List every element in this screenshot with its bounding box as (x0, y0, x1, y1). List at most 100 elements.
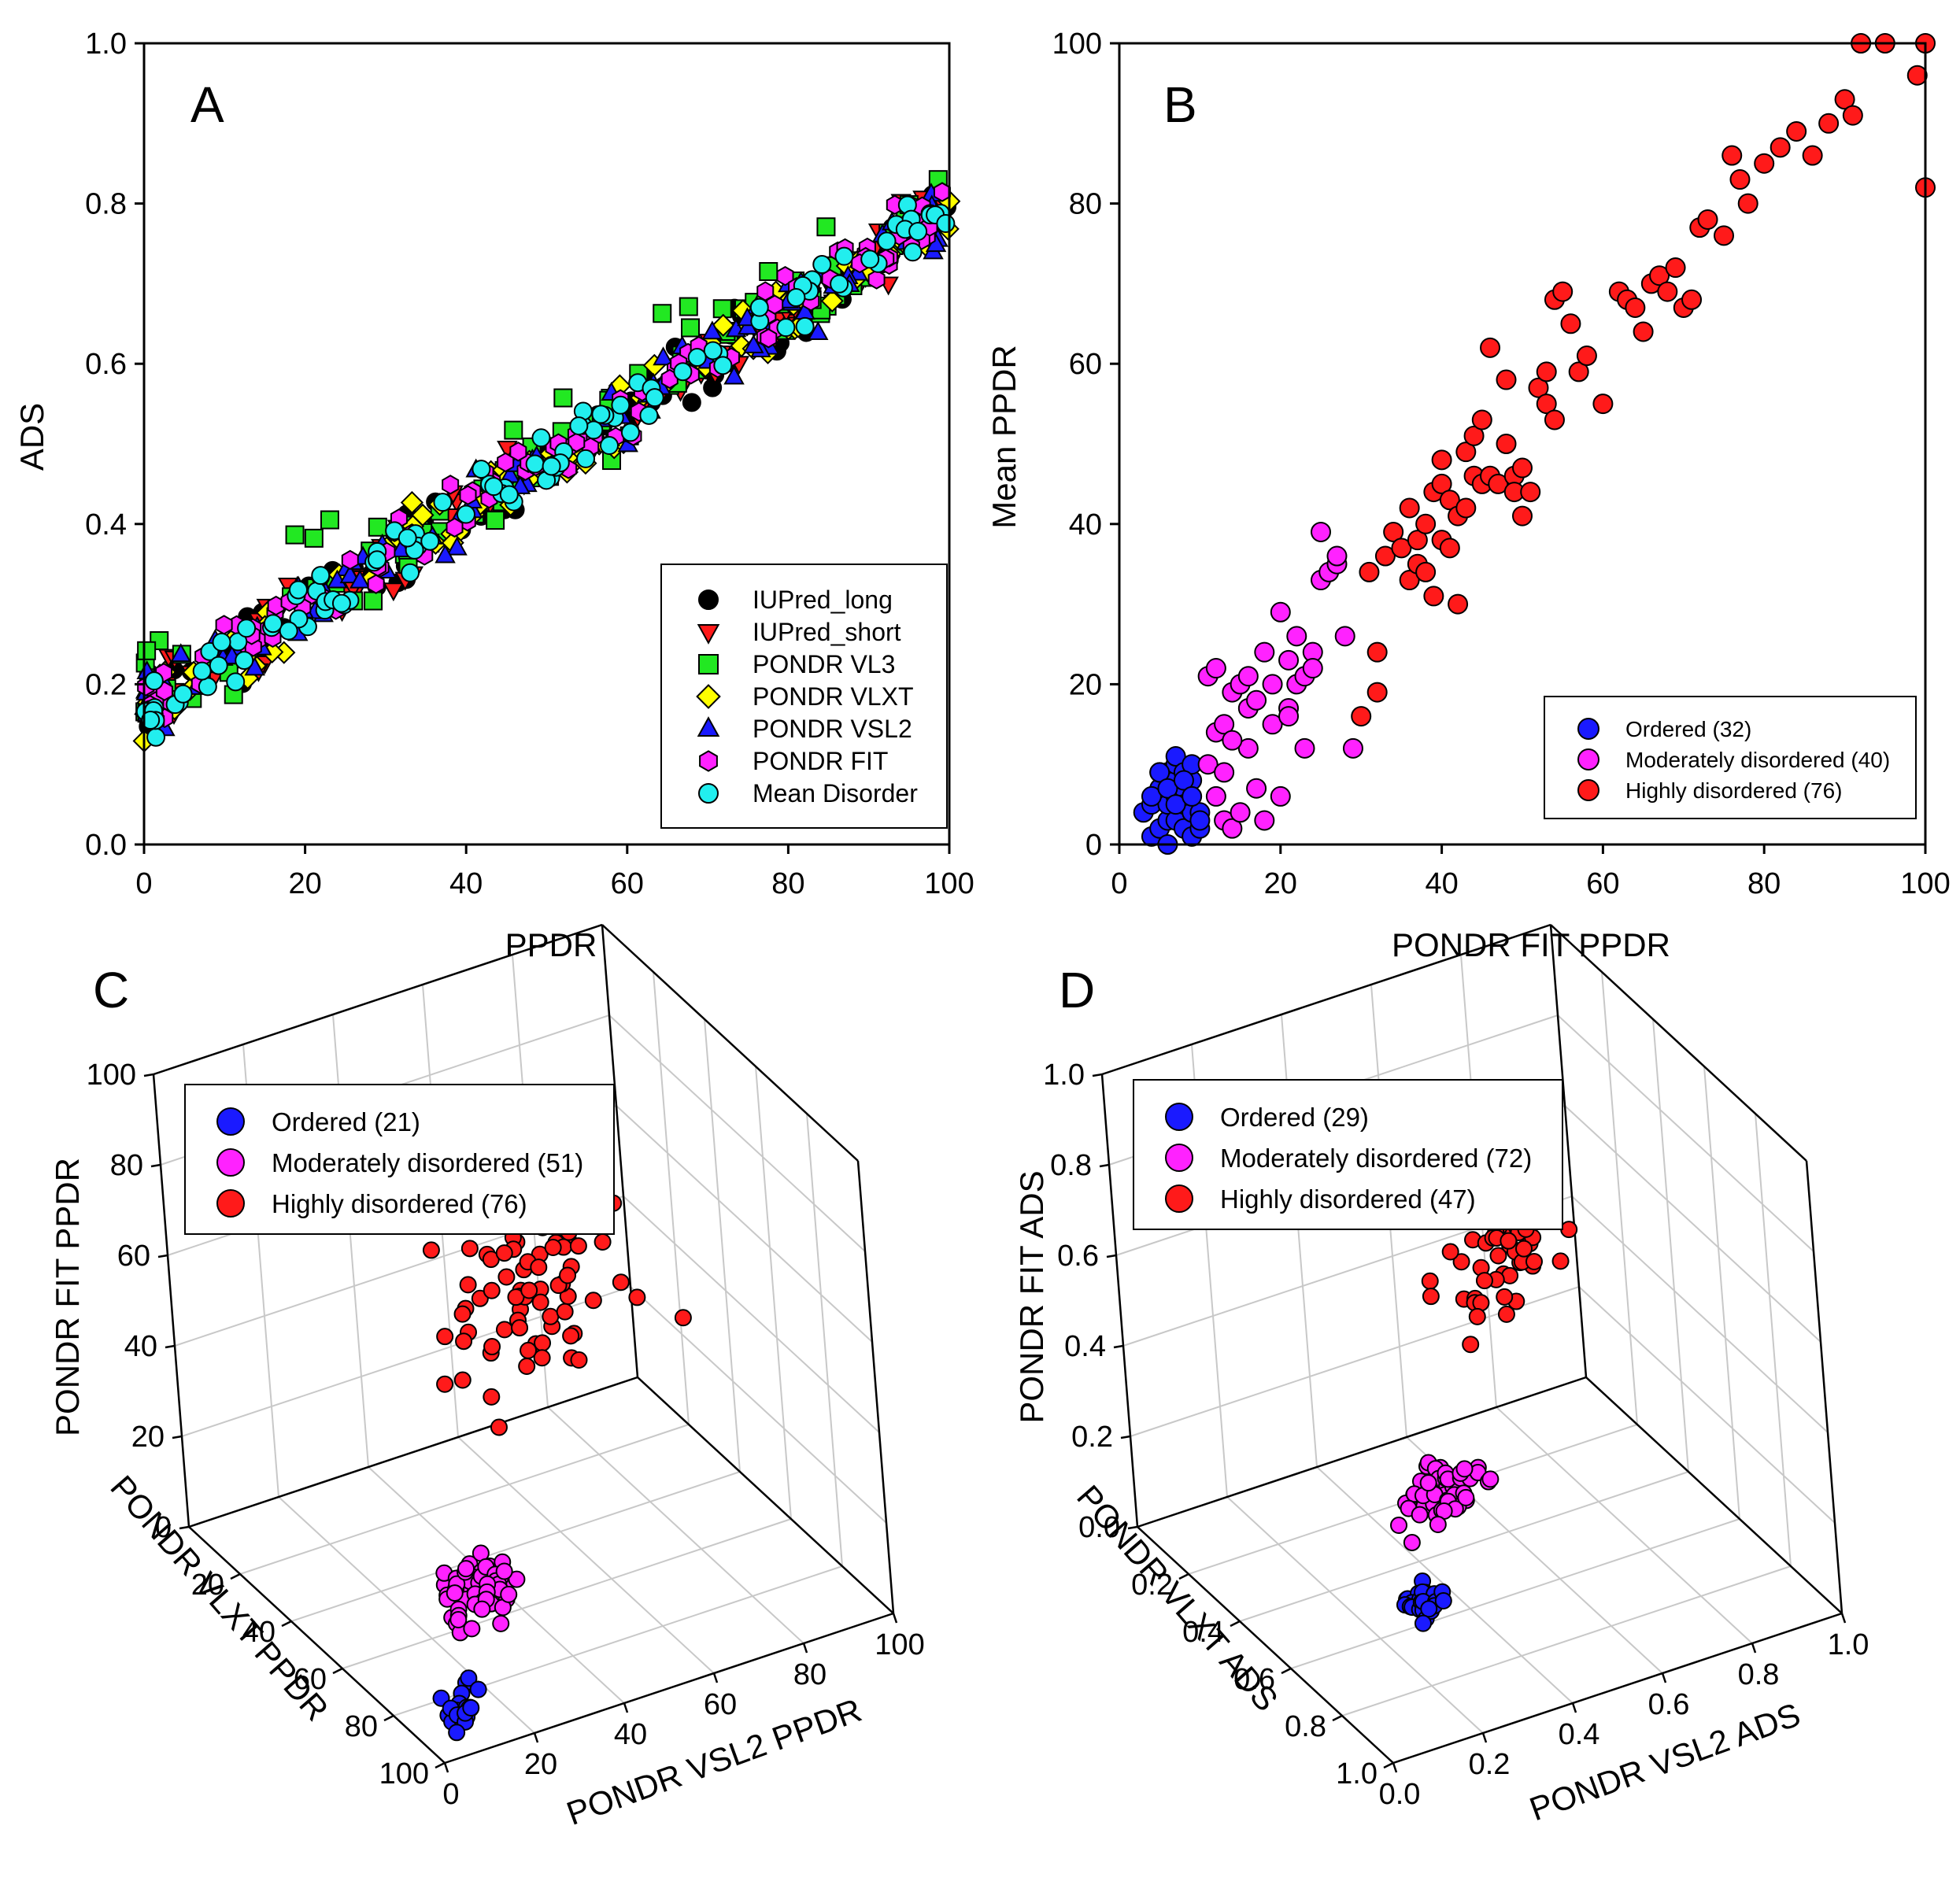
data-point (553, 388, 573, 408)
data-point (446, 1584, 464, 1602)
data-point (1254, 810, 1275, 831)
x-tick-label: 20 (288, 867, 321, 900)
legend-marker (1165, 1184, 1193, 1213)
data-point (327, 569, 348, 589)
data-point (198, 677, 217, 697)
data-point (1351, 706, 1372, 727)
data-point (1463, 425, 1485, 446)
data-point (701, 320, 723, 340)
box-edge (1137, 1376, 1587, 1528)
panel-b-x-label: PONDR FIT PPDR (1392, 926, 1670, 963)
x-tick-label: 40 (449, 867, 483, 900)
data-point (673, 362, 693, 382)
data-point (472, 460, 491, 479)
data-point (1481, 1470, 1500, 1488)
data-point (795, 316, 815, 336)
data-point (349, 569, 371, 589)
x-tick-mark (623, 1702, 629, 1713)
z-tick-mark (1099, 1163, 1110, 1168)
grid-line (608, 1014, 866, 1252)
data-point (368, 550, 387, 570)
legend-marker (698, 654, 719, 674)
data-point (1697, 209, 1718, 230)
y-tick-label: 0.2 (85, 668, 127, 701)
data-point (1576, 346, 1597, 367)
data-point (776, 265, 794, 286)
legend-label: Moderately disordered (72) (1220, 1144, 1532, 1173)
data-point (420, 531, 440, 551)
data-point (570, 1351, 588, 1369)
data-point (462, 1698, 480, 1717)
data-point (1568, 361, 1589, 382)
data-point (620, 423, 640, 442)
data-point (703, 341, 723, 360)
data-point (1536, 394, 1557, 415)
data-point (860, 249, 880, 269)
panel-d-letter: D (1059, 962, 1095, 1018)
grid-line (1601, 971, 1638, 1425)
data-point (288, 580, 308, 600)
data-point (1592, 394, 1614, 415)
data-point (368, 517, 387, 537)
data-point (341, 549, 359, 571)
data-point (237, 619, 257, 638)
legend-marker (1577, 748, 1599, 771)
data-point (533, 1349, 551, 1367)
data-point (279, 621, 298, 641)
grid-line (278, 1496, 535, 1734)
data-point (433, 493, 453, 512)
data-point (463, 1620, 481, 1638)
data-point (364, 591, 383, 611)
data-point (556, 1303, 574, 1321)
grid-line (806, 1113, 843, 1567)
data-point (584, 1292, 602, 1310)
data-point (226, 672, 246, 692)
data-point (812, 255, 832, 275)
z-tick-mark (165, 1344, 176, 1349)
grid-line (1578, 1286, 1836, 1524)
x-tick-mark (1751, 1643, 1757, 1654)
data-point (289, 609, 309, 629)
legend-label: IUPred_short (753, 618, 901, 646)
data-point (492, 1614, 510, 1632)
panel-a-y-label: ADS (13, 403, 50, 471)
data-point (173, 684, 193, 704)
z-tick-mark (143, 1073, 154, 1077)
data-point (401, 563, 420, 582)
data-point (530, 1258, 548, 1277)
data-point (1842, 105, 1863, 126)
legend-marker (216, 1107, 245, 1136)
data-point (723, 365, 745, 385)
data-point (263, 614, 283, 634)
data-point (1496, 1288, 1514, 1306)
x-tick-mark (1481, 1732, 1488, 1743)
data-point (520, 1341, 538, 1359)
x-tick-label: 0 (135, 867, 152, 900)
data-point (518, 1358, 536, 1376)
grid-line (290, 1471, 741, 1622)
data-point (1681, 289, 1703, 310)
legend-label: PONDR FIT (753, 747, 888, 775)
data-point (1149, 762, 1170, 783)
legend-label: Moderately disordered (51) (272, 1148, 583, 1177)
x-tick-label: 60 (1586, 867, 1619, 900)
legend-label: Highly disordered (76) (1625, 778, 1842, 803)
y-tick-mark (230, 1572, 241, 1580)
data-point (1649, 265, 1670, 286)
z-tick-mark (1120, 1435, 1131, 1439)
box-edge (188, 1376, 638, 1528)
data-point (713, 356, 733, 375)
data-point (511, 1319, 529, 1337)
x-tick-label: 40 (614, 1718, 647, 1751)
data-point (1302, 658, 1323, 679)
z-tick-mark (1113, 1344, 1124, 1349)
data-point (144, 671, 164, 691)
data-point (1455, 497, 1477, 519)
data-point (1415, 513, 1437, 534)
data-point (544, 1238, 562, 1256)
grid-line (342, 1518, 792, 1669)
data-point (830, 274, 849, 294)
data-point (562, 1327, 580, 1345)
data-point (483, 1281, 501, 1299)
data-point (1342, 737, 1363, 759)
